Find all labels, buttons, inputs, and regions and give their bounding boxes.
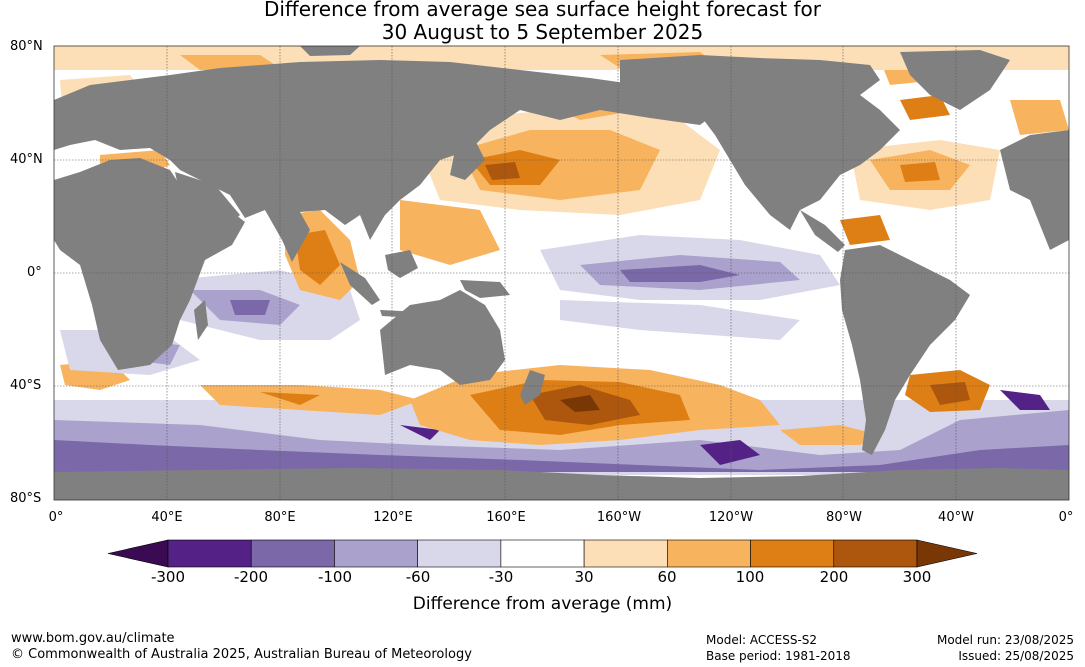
eurasia [54,60,720,240]
tropical-pacific-anomalies [540,235,840,340]
colorbar-segment [167,539,252,568]
colorbar-title: Difference from average (mm) [412,594,673,614]
colorbar-segment [250,539,335,568]
map-frame [53,45,1070,501]
greenland [900,50,1010,110]
colorbar-segment [833,539,918,568]
colorbar-tick-label: -300 [150,568,186,586]
colorbar-tick-label: 60 [657,568,677,586]
sumatra [340,262,380,305]
lat-label-40s: 40°S [10,378,42,393]
antarctica [54,468,1069,500]
land-masses [54,46,1069,500]
lon-label-160e: 160°E [486,510,526,525]
madagascar [194,300,208,340]
lon-label-80e: 80°E [264,510,296,525]
arabian-peninsula [175,172,240,232]
colorbar-segment [750,539,835,568]
colorbar-tick-label: -30 [488,568,514,586]
chart-title-line1: Difference from average sea surface heig… [263,0,822,21]
south-america [840,245,970,455]
colorbar-segment [583,539,668,568]
lat-label-80n: 80°N [10,39,43,54]
lon-label-160w: 160°W [596,510,642,525]
lon-label-0: 0° [48,510,64,525]
lat-label-80s: 80°S [10,491,42,506]
footer-url[interactable]: www.bom.gov.au/climate [11,631,175,646]
colorbar-tick-label: -60 [405,568,431,586]
footer-copyright: © Commonwealth of Australia 2025, Austra… [11,647,472,662]
colorbar-tick-label: -100 [317,568,353,586]
colorbar-extend-high [916,539,978,568]
footer-model-run: Model run: 23/08/2025 [936,633,1074,647]
north-america [620,55,900,230]
lat-label-equator: 0° [27,265,42,280]
colorbar-tick-label: 200 [819,568,849,586]
colorbar-tick-label: 300 [902,568,932,586]
colorbar-tick-label: 100 [735,568,765,586]
colorbar-segment [417,539,502,568]
footer-model: Model: ACCESS-S2 [706,633,818,647]
lon-label-0-right: 0° [1058,510,1074,525]
chart-title-line2: 30 August to 5 September 2025 [381,20,704,44]
lon-label-80w: 80°W [826,510,862,525]
lon-label-120e: 120°E [373,510,413,525]
colorbar-extend-low [107,539,169,568]
graticule [54,46,1069,500]
australia [380,290,505,385]
india [265,210,310,262]
colorbar-tick-label: 30 [574,568,594,586]
lon-label-40e: 40°E [151,510,183,525]
colorbar-tick-label: -200 [233,568,269,586]
colorbar-segment [334,539,418,568]
colorbar-segment [500,539,585,568]
central-america [800,210,845,252]
lat-label-40n: 40°N [10,152,43,167]
borneo [385,250,418,278]
footer-base-period: Base period: 1981-2018 [706,649,851,663]
lon-label-40w: 40°W [938,510,974,525]
new-zealand [520,370,545,405]
colorbar [107,539,978,568]
footer-issued: Issued: 25/08/2025 [958,649,1074,663]
colorbar-segment [667,539,751,568]
arctic-islands [300,46,360,56]
new-guinea [460,280,510,298]
japan [450,140,485,180]
lon-label-120w: 120°W [708,510,754,525]
